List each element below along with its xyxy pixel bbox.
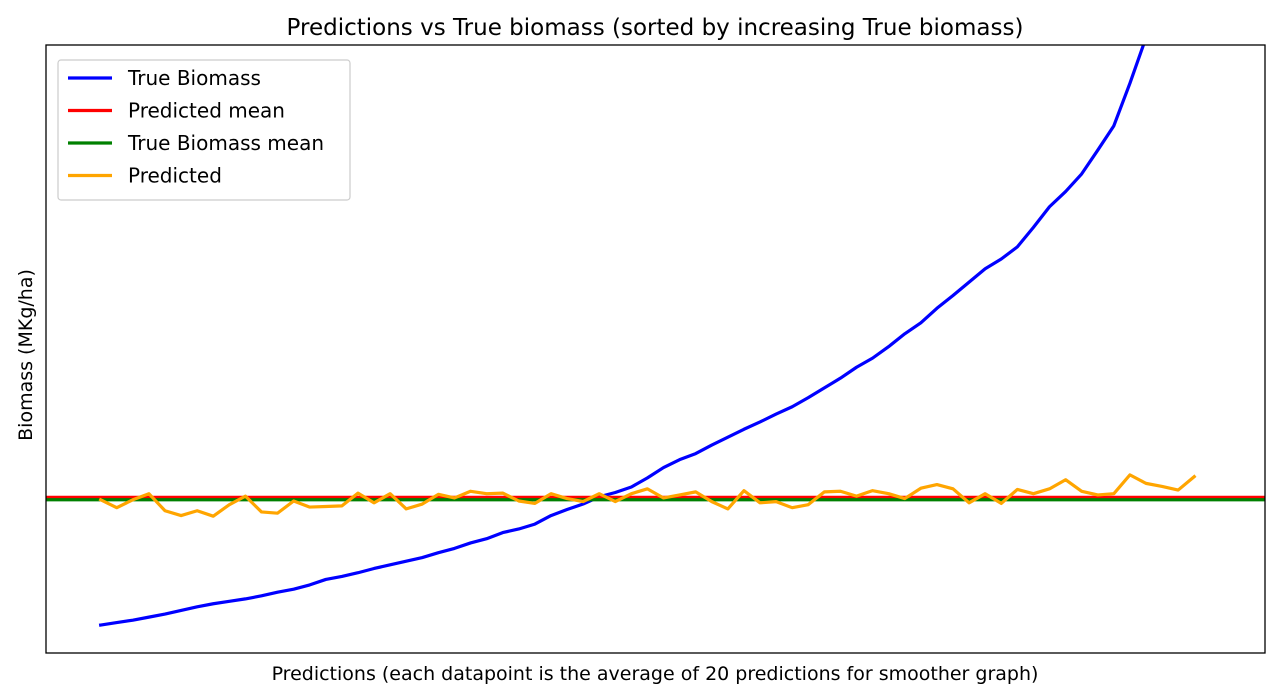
legend-box	[57, 59, 351, 201]
series-line-true-biomass	[98, 45, 1146, 627]
legend: True Biomass Predicted mean True Biomass m…	[57, 59, 351, 201]
plot-area	[46, 45, 1265, 627]
legend-label-predicted-mean: Predicted mean	[128, 99, 285, 123]
plot-frame	[45, 44, 1266, 654]
y-axis-label: Biomass (MKg/ha)	[15, 269, 37, 441]
legend-label-true-biomass-mean: True Biomass mean	[127, 131, 324, 155]
legend-label-true-biomass: True Biomass	[127, 66, 261, 90]
series-line-predicted	[98, 473, 1197, 518]
legend-label-predicted: Predicted	[128, 164, 222, 188]
chart-title: Predictions vs True biomass (sorted by i…	[287, 15, 1024, 41]
x-axis-label: Predictions (each datapoint is the avera…	[272, 663, 1039, 685]
